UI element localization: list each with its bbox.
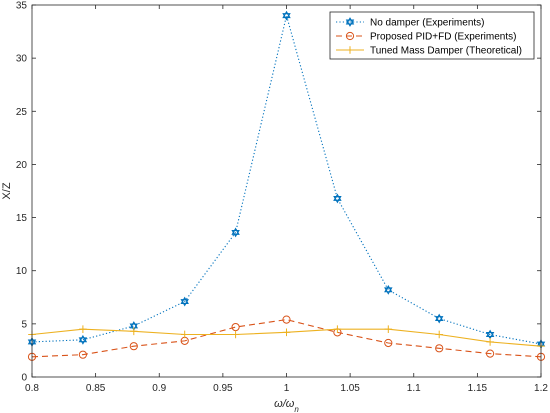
data-point: [282, 328, 291, 337]
data-point: [180, 330, 189, 339]
legend-label: No damper (Experiments): [370, 18, 484, 29]
y-tick-label: 0: [21, 373, 27, 384]
x-tick-label: 1.1: [407, 383, 421, 394]
data-point: [435, 344, 444, 353]
y-axis-label: X/Z: [1, 182, 13, 199]
data-point: [485, 329, 495, 340]
y-tick-label: 20: [16, 160, 28, 171]
x-tick-label: 1: [284, 383, 290, 394]
x-tick-label: 0.8: [25, 383, 39, 394]
x-tick-label: 0.95: [213, 383, 233, 394]
x-tick-labels: 0.8 0.85 0.9 0.95 1 1.05 1.1 1.15 1.2: [25, 383, 548, 394]
legend-item: Proposed PID+FD (Experiments): [336, 32, 516, 43]
data-point: [333, 193, 342, 204]
data-point: [346, 46, 354, 54]
series-2: [27, 315, 546, 361]
data-point: [231, 322, 240, 332]
data-point: [231, 227, 240, 238]
data-point: [78, 334, 88, 345]
data-point: [486, 349, 495, 358]
data-point: [129, 342, 138, 351]
x-tick-label: 0.85: [86, 383, 106, 394]
y-tick-label: 5: [21, 319, 27, 330]
legend-label: Tuned Mass Damper (Theoretical): [370, 46, 522, 57]
data-point: [384, 284, 393, 295]
y-tick-label: 30: [16, 54, 28, 65]
data-point: [130, 327, 138, 336]
data-point: [384, 338, 393, 348]
series-layer: [27, 10, 546, 361]
x-tick-label: 1.15: [468, 383, 488, 394]
data-point: [282, 10, 291, 21]
data-point: [180, 296, 189, 307]
data-point: [333, 325, 342, 333]
x-axis-label-main: ω/ω: [274, 398, 295, 410]
data-point: [435, 330, 443, 339]
data-point: [79, 325, 87, 333]
data-point: [78, 350, 88, 359]
data-point: [345, 31, 355, 41]
legend-label: Proposed PID+FD (Experiments): [370, 32, 516, 43]
data-point: [231, 330, 240, 339]
legend-box: [329, 11, 535, 60]
ticks-layer: [31, 4, 542, 378]
data-point: [282, 315, 291, 324]
x-axis-label-sub: n: [294, 405, 299, 413]
plot-area: [32, 5, 541, 377]
data-point: [434, 313, 444, 324]
x-tick-label: 1.2: [534, 383, 548, 394]
y-tick-label: 35: [16, 1, 28, 12]
y-tick-label: 10: [16, 266, 28, 277]
y-tick-labels: 0 5 10 15 20 25 30 35: [16, 1, 28, 384]
data-point: [345, 17, 355, 27]
series-line: [31, 319, 542, 358]
legend-item: No damper (Experiments): [336, 17, 484, 29]
y-tick-label: 15: [16, 213, 28, 224]
x-tick-label: 0.9: [152, 383, 166, 394]
x-axis-label: ω/ωn: [274, 398, 299, 413]
y-tick-label: 25: [16, 107, 28, 118]
data-point: [486, 338, 494, 346]
legend: No damper (Experiments) Proposed PID+FD (…: [329, 11, 535, 60]
x-tick-label: 1.05: [340, 383, 360, 394]
data-point: [384, 325, 393, 333]
legend-item: Tuned Mass Damper (Theoretical): [336, 46, 522, 57]
